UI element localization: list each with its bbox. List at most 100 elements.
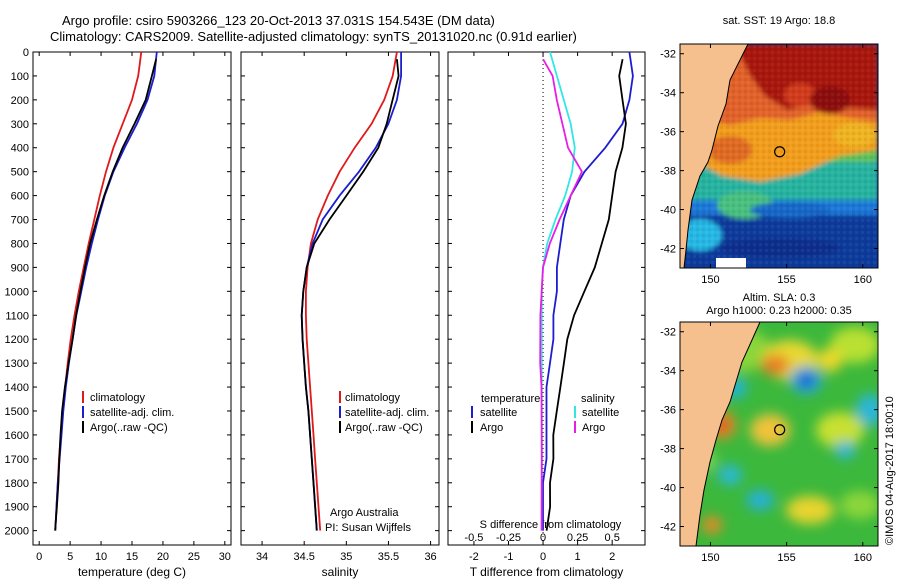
- difference-xtick-label: -2: [469, 551, 479, 563]
- depth-tick-label: 1100: [5, 310, 29, 322]
- legend-satellite-adj: satellite-adj. clim.: [345, 407, 429, 419]
- imos-credit: ©IMOS 04-Aug-2017 18:00:10: [884, 396, 896, 545]
- legend-temperature-satellite: satellite: [480, 407, 517, 419]
- sst-map-lat-label: -38: [660, 166, 676, 178]
- legend-salinity-satellite: satellite: [582, 407, 619, 419]
- depth-tick-label: 0: [23, 47, 29, 59]
- difference-xtick-label: -1: [504, 551, 514, 563]
- sst-map-lat-label: -36: [660, 127, 676, 139]
- temperature-xtick-label: 5: [67, 551, 73, 563]
- difference-xtick-label: 1: [575, 551, 581, 563]
- depth-tick-label: 300: [11, 119, 29, 131]
- legend-argo: Argo(..raw -QC): [90, 422, 168, 434]
- sst-map-lat-label: -34: [660, 88, 676, 100]
- depth-tick-label: 1500: [5, 406, 29, 418]
- sst-map-lon-label: 160: [854, 274, 872, 286]
- temperature-xtick-label: 10: [95, 551, 107, 563]
- sla-map-lat-label: -42: [660, 522, 676, 534]
- depth-tick-label: 1200: [5, 334, 29, 346]
- depth-tick-label: 1700: [5, 454, 29, 466]
- sla-map: [679, 321, 879, 547]
- legend-satellite-adj: satellite-adj. clim.: [90, 407, 174, 419]
- sla-map-title-line2: Argo h1000: 0.23 h2000: 0.35: [706, 305, 852, 317]
- depth-tick-label: 900: [11, 262, 29, 274]
- legend-climatology: climatology: [345, 392, 401, 404]
- legend-argo: Argo(..raw -QC): [345, 422, 423, 434]
- depth-tick-label: 1900: [5, 502, 29, 514]
- difference-series-temperature-satellite: [542, 51, 634, 531]
- legend-header-salinity: salinity: [581, 393, 615, 405]
- temperature-series-argo-raw-qc-: [54, 58, 157, 531]
- difference-xtick-label: 0: [540, 551, 546, 563]
- salinity-panel: 34 34.5 35 35.5 36 salinity: [240, 51, 440, 579]
- sst-map-axes: -32 -34 -36 -38 -40 -42 150 155 160: [660, 44, 878, 286]
- temperature-xtick-label: 15: [126, 551, 138, 563]
- sst-land-mass: [680, 44, 749, 268]
- legend-climatology: climatology: [90, 392, 146, 404]
- salinity-xtick-label: 35.5: [378, 551, 399, 563]
- salinity-xlabel: salinity: [322, 565, 359, 579]
- difference-xtick-label: 2: [609, 551, 615, 563]
- sla-land-mass: [680, 322, 761, 546]
- sla-map-lat-label: -32: [660, 327, 676, 339]
- sla-map-lat-label: -34: [660, 366, 676, 378]
- s-diff-axis-title: S difference from climatology: [480, 519, 622, 531]
- depth-tick-label: 1400: [5, 382, 29, 394]
- salinity-xtick-label: 34: [256, 551, 268, 563]
- sla-map-axes: -32 -34 -36 -38 -40 -42 150 155 160: [660, 322, 878, 564]
- difference-xlabel: T difference from climatology: [470, 565, 624, 579]
- difference-panel: -2 -1 0 1 2 T difference from climatology -0.5…: [447, 51, 646, 579]
- temperature-xtick-label: 25: [188, 551, 200, 563]
- figure-title-line2: Climatology: CARS2009. Satellite-adjuste…: [50, 29, 577, 44]
- temperature-series-climatology: [54, 51, 143, 531]
- difference-axes-frame: [447, 51, 646, 546]
- sst-map-lon-label: 150: [701, 274, 719, 286]
- temperature-series-satellite-adj-clim-: [54, 51, 158, 531]
- figure-title-line1: Argo profile: csiro 5903266_123 20-Oct-2…: [62, 13, 495, 28]
- depth-tick-label: 2000: [5, 526, 29, 538]
- legend-header-temperature: temperature: [481, 393, 540, 405]
- depth-tick-label: 200: [11, 95, 29, 107]
- depth-tick-label: 1300: [5, 358, 29, 370]
- depth-tick-label: 1600: [5, 430, 29, 442]
- s-diff-tick-label: 0: [540, 532, 546, 544]
- salinity-series-argo-raw-qc-: [300, 59, 400, 531]
- sla-argo-marker: [774, 424, 786, 436]
- s-diff-tick-label: -0.25: [496, 532, 521, 544]
- depth-tick-label: 500: [11, 167, 29, 179]
- depth-tick-label: 100: [11, 71, 29, 83]
- salinity-axes-frame: [240, 51, 440, 546]
- salinity-xtick-label: 35: [340, 551, 352, 563]
- temperature-axes-frame: [32, 51, 232, 546]
- sst-map-lat-label: -42: [660, 244, 676, 256]
- temperature-xtick-label: 0: [36, 551, 42, 563]
- sla-map-lon-label: 150: [701, 552, 719, 564]
- sst-map-title: sat. SST: 19 Argo: 18.8: [723, 15, 836, 27]
- temperature-xlabel: temperature (deg C): [78, 565, 186, 579]
- temperature-xtick-label: 30: [219, 551, 231, 563]
- sla-map-title-line1: Altim. SLA: 0.3: [743, 292, 816, 304]
- sst-map: [679, 43, 879, 269]
- sst-argo-marker: [774, 146, 786, 158]
- difference-legend: temperature salinity satellite Argo sate…: [471, 393, 619, 434]
- difference-series-salinity-argo: [539, 58, 583, 531]
- s-diff-tick-label: 0.25: [567, 532, 588, 544]
- depth-tick-label: 600: [11, 191, 29, 203]
- sla-map-lon-label: 155: [777, 552, 795, 564]
- legend-temperature-argo: Argo: [480, 422, 503, 434]
- depth-tick-label: 700: [11, 215, 29, 227]
- salinity-xtick-label: 36: [424, 551, 436, 563]
- depth-tick-label: 800: [11, 238, 29, 250]
- legend-salinity-argo: Argo: [582, 422, 605, 434]
- difference-series-temperature-argo: [545, 59, 627, 531]
- sst-missing-data-patch: [716, 258, 746, 268]
- s-diff-tick-label: -0.5: [464, 532, 483, 544]
- sst-map-lat-label: -32: [660, 49, 676, 61]
- temperature-xtick-label: 20: [157, 551, 169, 563]
- temperature-panel: 0100200300400500600700800900100011001200…: [5, 47, 232, 579]
- pi-label: PI: Susan Wijffels: [325, 522, 411, 534]
- salinity-legend: climatology satellite-adj. clim. Argo(..…: [339, 391, 429, 434]
- depth-tick-label: 1000: [5, 286, 29, 298]
- sla-map-lat-label: -38: [660, 444, 676, 456]
